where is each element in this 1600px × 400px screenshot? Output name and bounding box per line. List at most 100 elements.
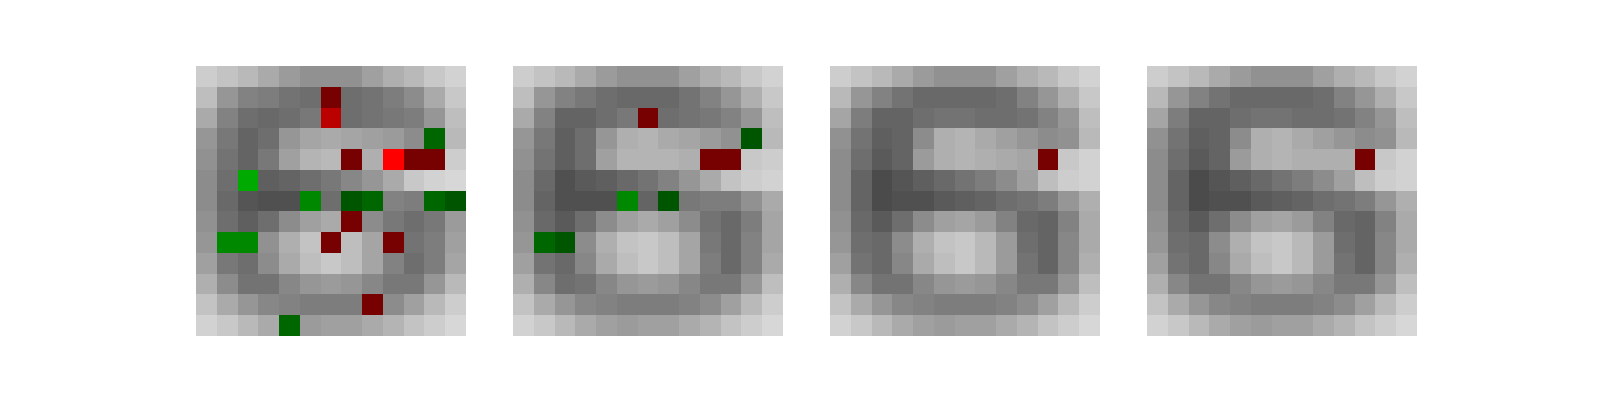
heatmap-cell	[679, 190, 700, 212]
heatmap-cell	[720, 169, 742, 191]
heatmap-cell	[913, 128, 934, 150]
heatmap-cell	[679, 211, 700, 233]
heatmap-cell	[1375, 252, 1397, 274]
heatmap-cell	[762, 211, 783, 233]
heatmap-cell	[258, 169, 280, 191]
heatmap-cell	[575, 190, 597, 212]
heatmap-cell	[554, 294, 576, 316]
heatmap-cell	[1333, 149, 1355, 170]
heatmap-cell	[975, 294, 997, 316]
heatmap-cell	[1058, 273, 1080, 295]
heatmap-cell	[596, 169, 617, 191]
heatmap-cell	[954, 252, 976, 274]
heatmap-cell	[762, 107, 783, 129]
heatmap-cell	[913, 315, 934, 336]
heatmap-cell	[596, 294, 617, 316]
heatmap-cell	[933, 232, 955, 253]
heatmap-cell	[1354, 128, 1376, 150]
heatmap-cell	[403, 273, 425, 295]
heatmap-cell	[513, 232, 534, 253]
heatmap-cell	[1230, 169, 1251, 191]
heatmap-cell	[996, 294, 1017, 316]
heatmap-cell	[320, 211, 342, 233]
heatmap-cell	[1375, 315, 1397, 336]
heatmap-cell	[954, 149, 976, 170]
heatmap-cell	[382, 273, 404, 295]
heatmap-cell	[933, 315, 955, 336]
heatmap-cell	[320, 294, 342, 316]
heatmap-cell	[299, 273, 321, 295]
heatmap-cell	[616, 315, 638, 336]
heatmap-cell	[933, 128, 955, 150]
heatmap-cell	[1058, 232, 1080, 253]
heatmap-cell	[954, 294, 976, 316]
heatmap-cell	[299, 211, 321, 233]
heatmap-cell	[996, 273, 1017, 295]
heatmap-cell	[1209, 190, 1231, 212]
heatmap-cell	[1188, 315, 1210, 336]
heatmap-cell	[424, 211, 446, 233]
heatmap-cell	[216, 211, 238, 233]
heatmap-cell	[1271, 66, 1293, 87]
heatmap-cell	[299, 128, 321, 150]
heatmap-cell	[258, 273, 280, 295]
heatmap-cell	[1188, 66, 1210, 87]
heatmap-cell	[892, 149, 914, 170]
heatmap-cell	[513, 211, 534, 233]
heatmap-cell	[892, 294, 914, 316]
heatmap-cell	[1037, 294, 1059, 316]
heatmap-cell	[1230, 66, 1251, 87]
heatmap-cell	[637, 169, 659, 191]
heatmap-cell	[871, 294, 893, 316]
heatmap-cell	[1147, 190, 1168, 212]
heatmap-cell	[913, 169, 934, 191]
heatmap-cell	[258, 149, 280, 170]
heatmap-cell	[616, 169, 638, 191]
heatmap-cell	[913, 86, 934, 108]
heatmap-cell	[1058, 86, 1080, 108]
heatmap-cell	[513, 252, 534, 274]
heatmap-cell	[1396, 273, 1417, 295]
heatmap-cell	[403, 86, 425, 108]
heatmap-cell	[1167, 66, 1189, 87]
heatmap-cell	[1037, 190, 1059, 212]
heatmap-cell	[637, 149, 659, 170]
heatmap-cell	[658, 315, 680, 336]
heatmap-cell	[637, 128, 659, 150]
heatmap-cell	[362, 128, 383, 150]
heatmap-highlight-cell	[1354, 149, 1376, 170]
heatmap-cell	[299, 107, 321, 129]
heatmap-cell	[658, 107, 680, 129]
heatmap-cell	[1250, 128, 1272, 150]
heatmap-cell	[933, 252, 955, 274]
heatmap-cell	[699, 190, 721, 212]
heatmap-cell	[1333, 169, 1355, 191]
heatmap-cell	[1292, 190, 1314, 212]
heatmap-cell	[258, 190, 280, 212]
heatmap-cell	[1396, 86, 1417, 108]
heatmap-cell	[830, 128, 851, 150]
heatmap-highlight-cell	[424, 190, 446, 212]
heatmap-cell	[1147, 315, 1168, 336]
heatmap-cell	[679, 128, 700, 150]
heatmap-cell	[1209, 294, 1231, 316]
heatmap-cell	[196, 149, 217, 170]
heatmap-cell	[1396, 107, 1417, 129]
heatmap-cell	[637, 211, 659, 233]
heatmap-cell	[1396, 211, 1417, 233]
heatmap-cell	[954, 211, 976, 233]
heatmap-cell	[996, 107, 1017, 129]
heatmap-cell	[1333, 128, 1355, 150]
heatmap-cell	[892, 211, 914, 233]
heatmap-cell	[679, 294, 700, 316]
heatmap-cell	[575, 315, 597, 336]
heatmap-cell	[741, 86, 763, 108]
heatmap-cell	[575, 211, 597, 233]
heatmap-highlight-cell	[362, 190, 383, 212]
heatmap-cell	[1333, 66, 1355, 87]
heatmap-cell	[1230, 107, 1251, 129]
heatmap-cell	[1147, 294, 1168, 316]
heatmap-cell	[1250, 232, 1272, 253]
heatmap-cell	[1147, 66, 1168, 87]
heatmap-cell	[720, 315, 742, 336]
